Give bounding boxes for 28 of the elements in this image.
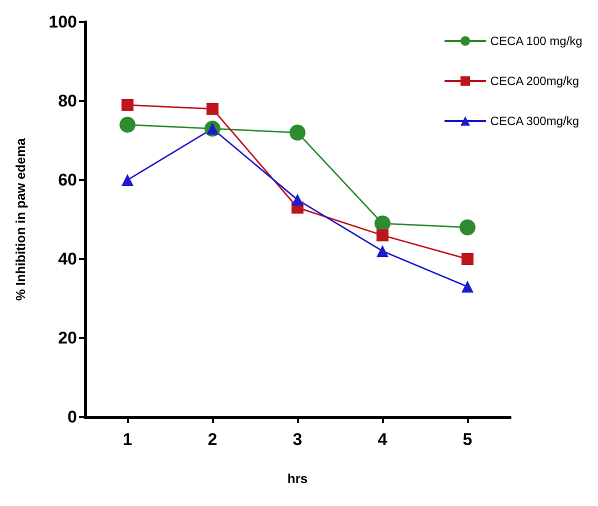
y-tick-label: 60 <box>58 170 77 190</box>
point <box>374 215 390 232</box>
point <box>462 253 474 265</box>
point <box>290 124 306 141</box>
y-tick-label: 100 <box>48 12 77 32</box>
point <box>122 174 134 186</box>
x-tick-label: 1 <box>122 430 132 449</box>
point <box>206 102 218 115</box>
point <box>292 194 304 206</box>
y-axis-title: % Inhibition in paw edema <box>13 137 28 301</box>
point <box>460 219 476 236</box>
legend-label: CECA 300mg/kg <box>490 114 580 128</box>
point <box>376 229 388 242</box>
y-tick-label: 80 <box>58 92 77 110</box>
x-tick-label: 4 <box>378 430 388 449</box>
legend-label: CECA 200mg/kg <box>490 74 580 88</box>
point <box>376 245 388 258</box>
x-axis-title: hrs <box>287 471 308 486</box>
y-tick-label: 40 <box>58 250 77 268</box>
y-tick-label: 0 <box>68 408 77 426</box>
y-tick-label: 20 <box>58 328 77 348</box>
x-tick-label: 3 <box>292 430 302 449</box>
legend-label: CECA 100 mg/kg <box>490 34 582 48</box>
point <box>120 116 136 133</box>
x-tick-label: 2 <box>208 430 218 449</box>
x-tick-label: 5 <box>462 430 472 449</box>
point <box>122 98 134 111</box>
point <box>462 280 474 293</box>
